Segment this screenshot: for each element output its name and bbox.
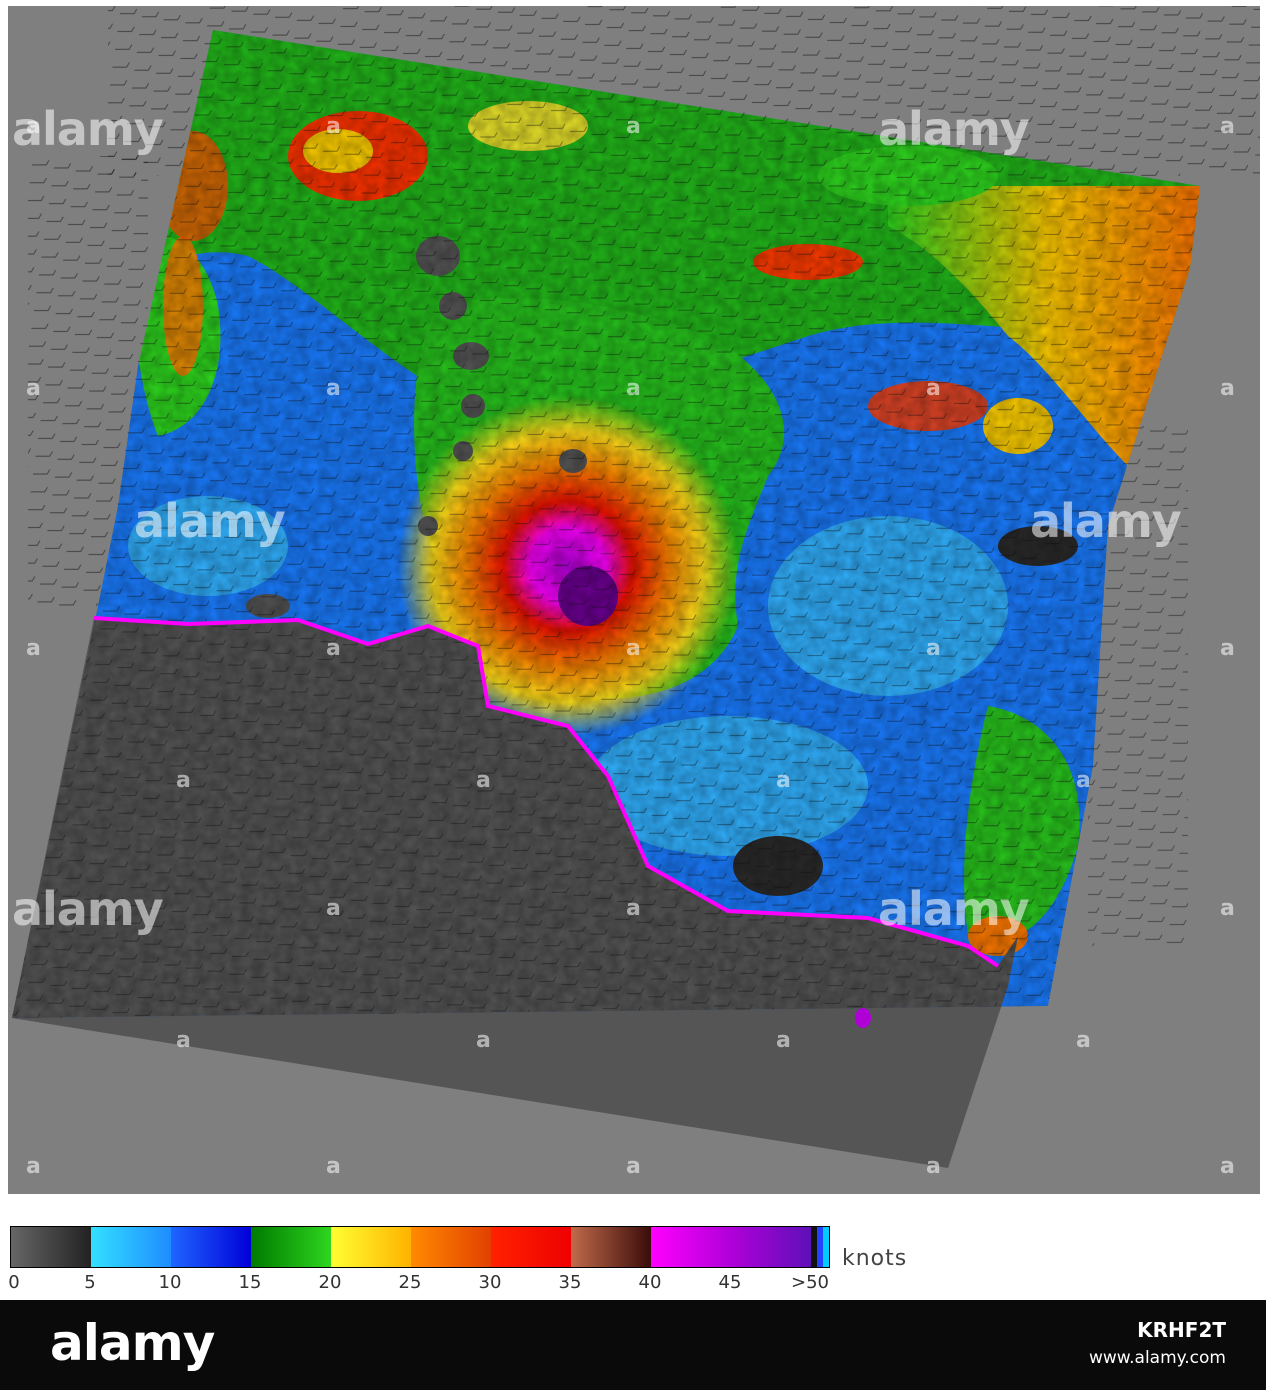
watermark-glyph: a <box>326 636 341 661</box>
color-scale-bar <box>10 1226 830 1268</box>
legend-tick-label: 0 <box>8 1272 20 1293</box>
legend-tick-label: 20 <box>318 1272 342 1293</box>
watermark-glyph: a <box>26 376 41 401</box>
watermark-glyph: a <box>326 1154 341 1179</box>
watermark-glyph: a <box>1076 768 1091 793</box>
site-url: www.alamy.com <box>1088 1348 1226 1368</box>
wind-speed-map: alamy alamy alamy alamy alamy alamy a a … <box>8 6 1260 1194</box>
watermark-glyph: a <box>1220 1154 1235 1179</box>
watermark-logo: alamy <box>12 102 164 156</box>
color-scale-legend: knots 0 5 10 15 20 25 30 35 40 45 >50 <box>8 1226 1260 1296</box>
legend-segment-45-50 <box>731 1227 811 1267</box>
alamy-logo: alamy <box>50 1314 215 1372</box>
watermark-glyph: a <box>626 114 641 139</box>
legend-segment-5-10 <box>91 1227 171 1267</box>
watermark-glyph: a <box>326 376 341 401</box>
legend-tick-label: 15 <box>238 1272 262 1293</box>
legend-segment-40-45 <box>651 1227 731 1267</box>
watermark-glyph: a <box>626 636 641 661</box>
legend-segment-25-30 <box>411 1227 491 1267</box>
legend-tick-label: 35 <box>558 1272 582 1293</box>
wind-speed-swath <box>12 30 1200 1018</box>
image-id: KRHF2T <box>1137 1318 1226 1342</box>
watermark-glyph: a <box>926 376 941 401</box>
legend-units-label: knots <box>842 1246 908 1271</box>
watermark-glyph: a <box>626 376 641 401</box>
stock-footer: alamy KRHF2T www.alamy.com <box>0 1300 1266 1390</box>
legend-segment-35-40 <box>571 1227 651 1267</box>
watermark-glyph: a <box>776 1028 791 1053</box>
watermark-glyph: a <box>626 1154 641 1179</box>
watermark-glyph: a <box>26 114 41 139</box>
watermark-logo: alamy <box>1030 494 1182 548</box>
legend-segment-30-35 <box>491 1227 571 1267</box>
watermark-glyph: a <box>476 1028 491 1053</box>
legend-over-stripe <box>811 1227 817 1267</box>
watermark-glyph: a <box>626 896 641 921</box>
watermark-logo: alamy <box>12 882 164 936</box>
legend-over-stripe <box>817 1227 823 1267</box>
legend-tick-label: 30 <box>478 1272 502 1293</box>
watermark-logo: alamy <box>134 494 286 548</box>
coastline <box>93 616 1000 968</box>
watermark-glyph: a <box>176 1028 191 1053</box>
watermark-glyph: a <box>26 636 41 661</box>
watermark-glyph: a <box>926 636 941 661</box>
legend-tick-label: 45 <box>718 1272 742 1293</box>
legend-over-stripe <box>823 1227 829 1267</box>
watermark-glyph: a <box>326 114 341 139</box>
watermark-glyph: a <box>176 768 191 793</box>
scatterometer-swath <box>12 6 1260 1168</box>
watermark-glyph: a <box>926 1154 941 1179</box>
legend-segment-15-20 <box>251 1227 331 1267</box>
legend-segment-10-15 <box>171 1227 251 1267</box>
watermark-glyph: a <box>476 768 491 793</box>
watermark-glyph: a <box>1220 376 1235 401</box>
watermark-glyph: a <box>776 768 791 793</box>
watermark-glyph: a <box>1220 636 1235 661</box>
watermark-glyph: a <box>1076 1028 1091 1053</box>
legend-tick-label: >50 <box>791 1272 829 1293</box>
watermark-glyph: a <box>326 896 341 921</box>
legend-segment-20-25 <box>331 1227 411 1267</box>
legend-tick-label: 40 <box>638 1272 662 1293</box>
watermark-glyph: a <box>1220 114 1235 139</box>
watermark-logo: alamy <box>878 102 1030 156</box>
watermark-logo: alamy <box>878 882 1030 936</box>
legend-tick-label: 10 <box>158 1272 182 1293</box>
watermark-glyph: a <box>26 1154 41 1179</box>
legend-tick-label: 5 <box>84 1272 96 1293</box>
small-cell <box>855 1008 871 1028</box>
watermark-glyph: a <box>1220 896 1235 921</box>
legend-tick-label: 25 <box>398 1272 422 1293</box>
legend-segment-0-5 <box>11 1227 91 1267</box>
